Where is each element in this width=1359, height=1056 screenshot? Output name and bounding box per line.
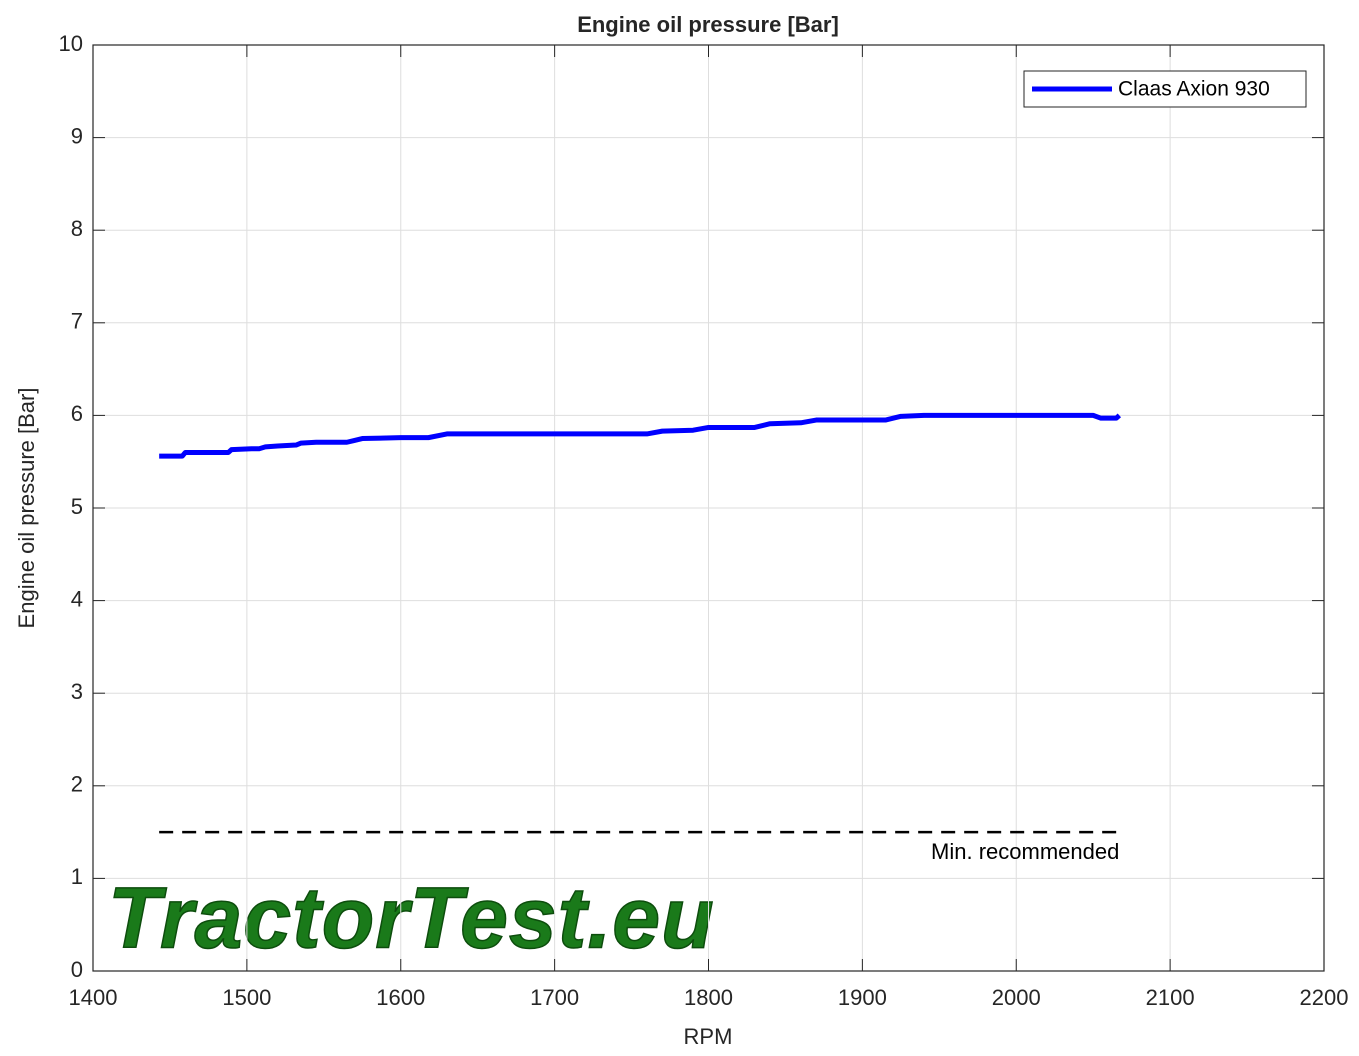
- x-tick-label: 2100: [1146, 985, 1195, 1010]
- y-tick-label: 8: [71, 216, 83, 241]
- data-line: [159, 412, 1122, 459]
- x-tick-label: 1500: [222, 985, 271, 1010]
- axes-box: [92, 44, 1325, 972]
- y-tick-label: 1: [71, 864, 83, 889]
- y-tick-label: 5: [71, 494, 83, 519]
- x-tick-label: 2000: [992, 985, 1041, 1010]
- y-tick-label: 7: [71, 309, 83, 334]
- y-axis-label: Engine oil pressure [Bar]: [14, 388, 39, 629]
- legend-label: Claas Axion 930: [1118, 78, 1270, 101]
- chart-title: Engine oil pressure [Bar]: [577, 12, 839, 37]
- x-tick-label: 2200: [1300, 985, 1349, 1010]
- reference-label: Min. recommended: [931, 839, 1119, 864]
- x-tick-label: 1400: [69, 985, 118, 1010]
- x-tick-label: 1600: [376, 985, 425, 1010]
- y-tick-label: 2: [71, 772, 83, 797]
- x-tick-label: 1900: [838, 985, 887, 1010]
- y-tick-label: 4: [71, 586, 83, 611]
- x-tick-label: 1800: [684, 985, 733, 1010]
- x-tick-label: 1700: [530, 985, 579, 1010]
- y-tick-label: 0: [71, 957, 83, 982]
- y-tick-label: 3: [71, 679, 83, 704]
- x-axis-label: RPM: [684, 1024, 733, 1049]
- y-tick-label: 10: [59, 31, 83, 56]
- y-tick-label: 6: [71, 401, 83, 426]
- y-tick-label: 9: [71, 123, 83, 148]
- watermark: TractorTest.eu: [108, 871, 715, 967]
